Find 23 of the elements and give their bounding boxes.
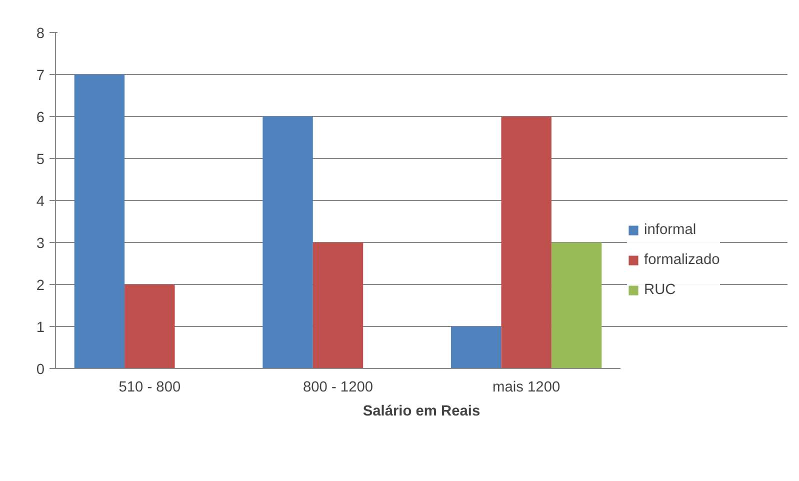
- bar: [551, 242, 602, 368]
- x-tick-label: 800 - 1200: [302, 380, 374, 396]
- x-tick-label: 510 - 800: [118, 380, 181, 396]
- bar: [74, 74, 125, 368]
- bar: [124, 284, 175, 368]
- legend-label: formalizado: [644, 252, 720, 268]
- y-tick-label: 5: [36, 152, 45, 168]
- y-tick-label: 8: [36, 26, 45, 42]
- legend-label: RUC: [644, 282, 676, 298]
- y-tick-label: 6: [36, 110, 45, 126]
- y-tick-label: 7: [36, 68, 45, 84]
- bar: [451, 326, 502, 368]
- legend-label: informal: [644, 222, 696, 238]
- y-tick-label: 1: [36, 320, 45, 336]
- x-tick-label: mais 1200: [492, 380, 560, 396]
- y-tick-label: 3: [36, 236, 45, 252]
- bar: [312, 242, 364, 368]
- x-axis-title: Salário em Reais: [362, 404, 480, 420]
- y-tick-label: 4: [36, 194, 45, 210]
- y-tick-label: 2: [36, 278, 45, 294]
- bar: [262, 116, 313, 368]
- bar: [501, 116, 552, 368]
- y-tick-label: 0: [36, 362, 45, 378]
